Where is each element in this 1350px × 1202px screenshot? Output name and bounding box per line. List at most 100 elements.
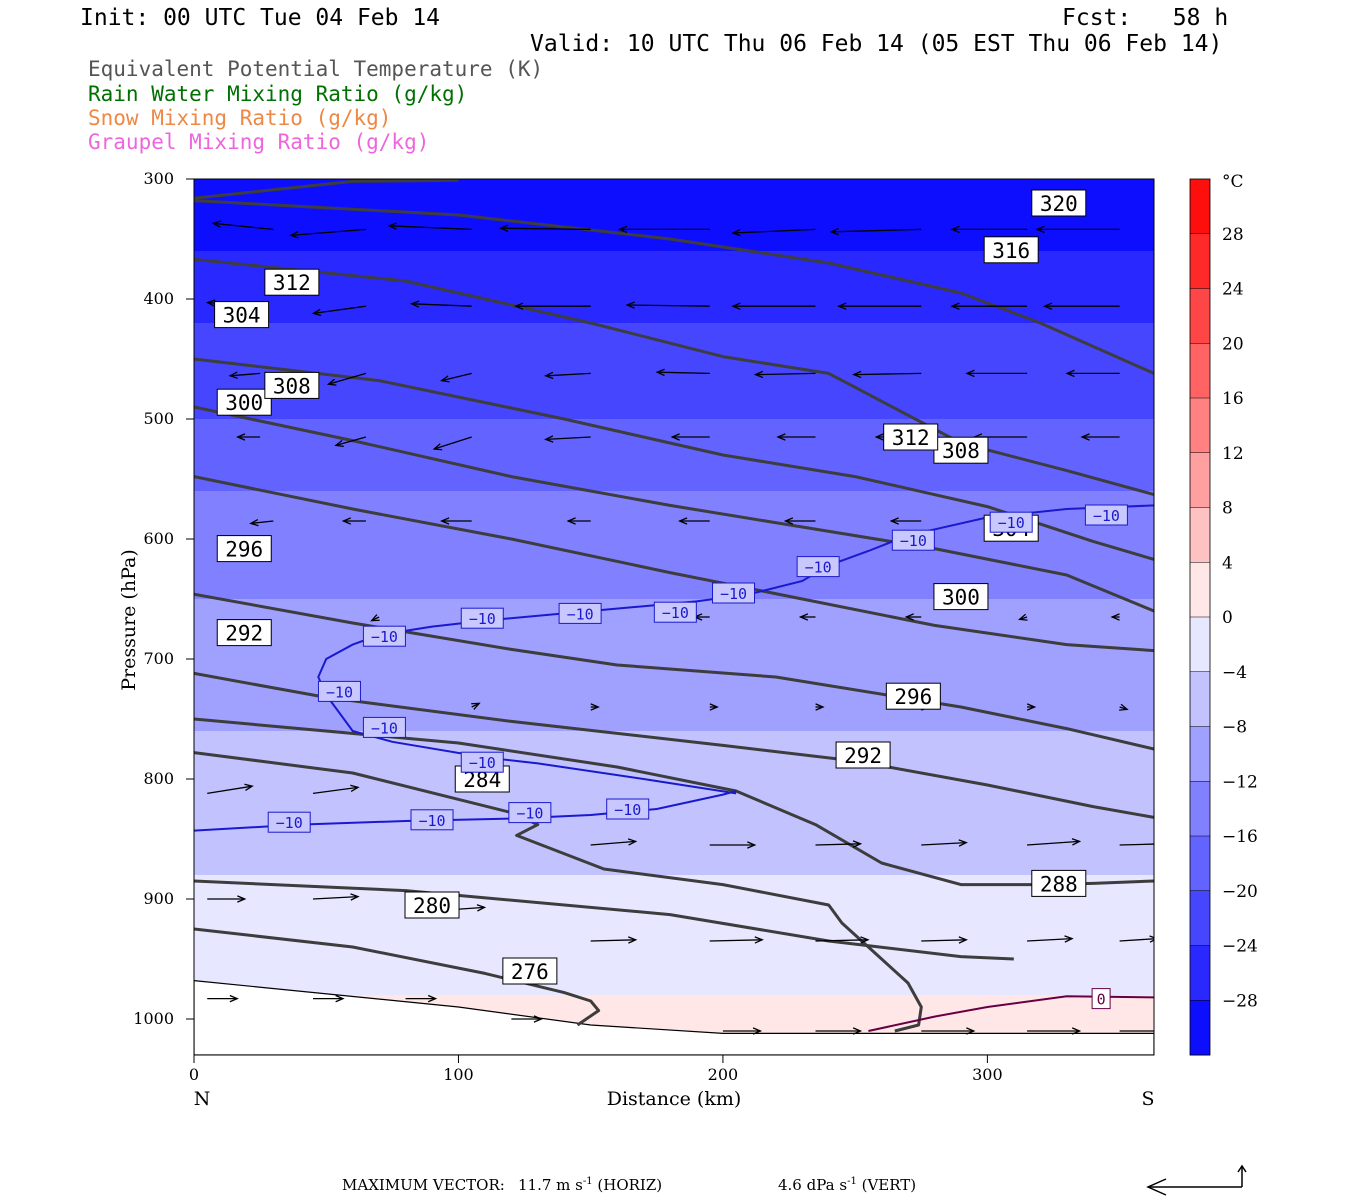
theta-e-line-316 (194, 199, 1154, 375)
colorbar-label: −28 (1222, 991, 1258, 1011)
theta-e-label: 312 (273, 271, 311, 295)
wind-arrow-head (370, 614, 380, 622)
colorbar-bin (1190, 343, 1210, 399)
wind-arrow-head (249, 518, 259, 527)
max-horiz-vector: 11.7 m s-1 (HORIZ) (518, 1176, 662, 1194)
wind-vectors (205, 220, 1154, 1035)
theta-e-label: 296 (894, 685, 932, 709)
colorbar-label: 16 (1222, 389, 1244, 409)
temp-label-box (653, 601, 697, 623)
wind-arrow-head (852, 370, 862, 379)
theta-e-label: 300 (225, 391, 263, 415)
temp-label: −10 (326, 683, 353, 701)
wind-arrow (921, 939, 967, 942)
temp-label: −10 (614, 801, 641, 819)
theta-e-label-box (216, 388, 272, 416)
wind-arrow (709, 939, 763, 942)
theta-e-label-box (264, 371, 320, 399)
wind-arrow-head (678, 517, 688, 525)
colorbar-label: 28 (1222, 225, 1244, 245)
colorbar-bin (1190, 233, 1210, 289)
wind-arrow (290, 228, 366, 237)
temp-label-box (267, 811, 311, 833)
temp-label-box (1091, 988, 1111, 1010)
wind-arrow-head (235, 433, 246, 441)
x-tick-label: 0 (189, 1065, 199, 1084)
theta-e-label-box (1031, 869, 1087, 897)
wind-arrow (732, 228, 816, 234)
wind-arrow-head (1071, 1027, 1082, 1035)
theta-e-label-box (885, 682, 941, 710)
legend-graupel: Graupel Mixing Ratio (g/kg) (88, 130, 430, 154)
wind-arrow-head (590, 703, 600, 711)
theta-e-line-308 (194, 357, 1154, 561)
wind-arrow (545, 372, 591, 377)
theta-e-label-box (264, 268, 320, 296)
temp-label: −10 (516, 805, 543, 823)
shading-band (194, 875, 1154, 996)
wind-arrow-head (1071, 838, 1082, 846)
wind-arrow-head (476, 904, 487, 912)
wind-arrow-head (205, 299, 216, 307)
vert-tag: (VERT) (861, 1176, 917, 1194)
wind-arrow-head (852, 840, 863, 848)
wind-arrow-head (798, 613, 809, 621)
theta-e-label: 320 (1040, 192, 1078, 216)
colorbar-label: 24 (1222, 280, 1244, 300)
wind-arrow-head (1149, 935, 1154, 943)
wind-arrow (1027, 840, 1080, 846)
wind-arrow (250, 520, 274, 525)
temp-contour--10 (317, 504, 1154, 795)
wind-arrow-head (471, 702, 481, 710)
theta-e-label: 308 (273, 374, 311, 398)
wind-arrow-head (211, 220, 222, 228)
wind-arrow-head (1026, 703, 1037, 711)
y-tick-label: 400 (143, 289, 174, 308)
wind-arrow-head (387, 222, 397, 230)
wind-arrow-head (544, 435, 554, 443)
temp-label: 0 (1097, 991, 1106, 1009)
wind-arrow-head (670, 433, 680, 441)
wind-arrow-head (747, 841, 757, 849)
theta-e-label: 292 (225, 622, 263, 646)
wind-arrow-head (837, 302, 847, 310)
wind-arrow-head (334, 439, 344, 448)
wind-arrow-head (1035, 225, 1045, 234)
theta-e-line-304 (194, 405, 1154, 613)
temp-label: −10 (418, 812, 445, 830)
shading-band (194, 419, 1154, 492)
vert-value: 4.6 dPa s (778, 1176, 848, 1194)
wind-arrow-head (625, 301, 635, 309)
y-axis-label: Pressure (hPa) (118, 549, 140, 691)
temp-label-box (460, 751, 504, 773)
horiz-value: 11.7 m s (518, 1176, 583, 1194)
temp-label-box (796, 556, 840, 578)
theta-e-label-box (216, 619, 272, 647)
colorbar-bin (1190, 1000, 1210, 1056)
wind-arrow-head (228, 371, 238, 379)
wind-arrow-head (950, 302, 960, 310)
wind-arrow (1119, 938, 1154, 942)
temp-label: −10 (469, 754, 496, 772)
colorbar-bin (1190, 398, 1210, 454)
theta-e-label: 312 (892, 426, 930, 450)
wind-arrow (627, 304, 710, 307)
temp-label: −10 (900, 532, 927, 550)
legend-theta-e: Equivalent Potential Temperature (K) (88, 57, 544, 81)
shading-band (194, 323, 1154, 420)
wind-arrow-head (889, 517, 899, 525)
wind-arrow (328, 372, 367, 385)
temp-label-box (558, 602, 602, 624)
wind-arrow-head (440, 375, 450, 383)
colorbar-label: −20 (1222, 882, 1258, 902)
wind-arrow-head (655, 368, 665, 377)
wind-arrow (853, 372, 922, 376)
wind-arrow-head (427, 994, 438, 1003)
colorbar-label: 0 (1222, 608, 1233, 628)
y-tick-label: 900 (143, 889, 174, 908)
colorbar-bin (1190, 726, 1210, 782)
temp-label-box (508, 802, 552, 824)
shading-band (194, 731, 1154, 876)
wind-arrow-head (1017, 613, 1028, 621)
wind-arrow-head (1119, 703, 1129, 711)
